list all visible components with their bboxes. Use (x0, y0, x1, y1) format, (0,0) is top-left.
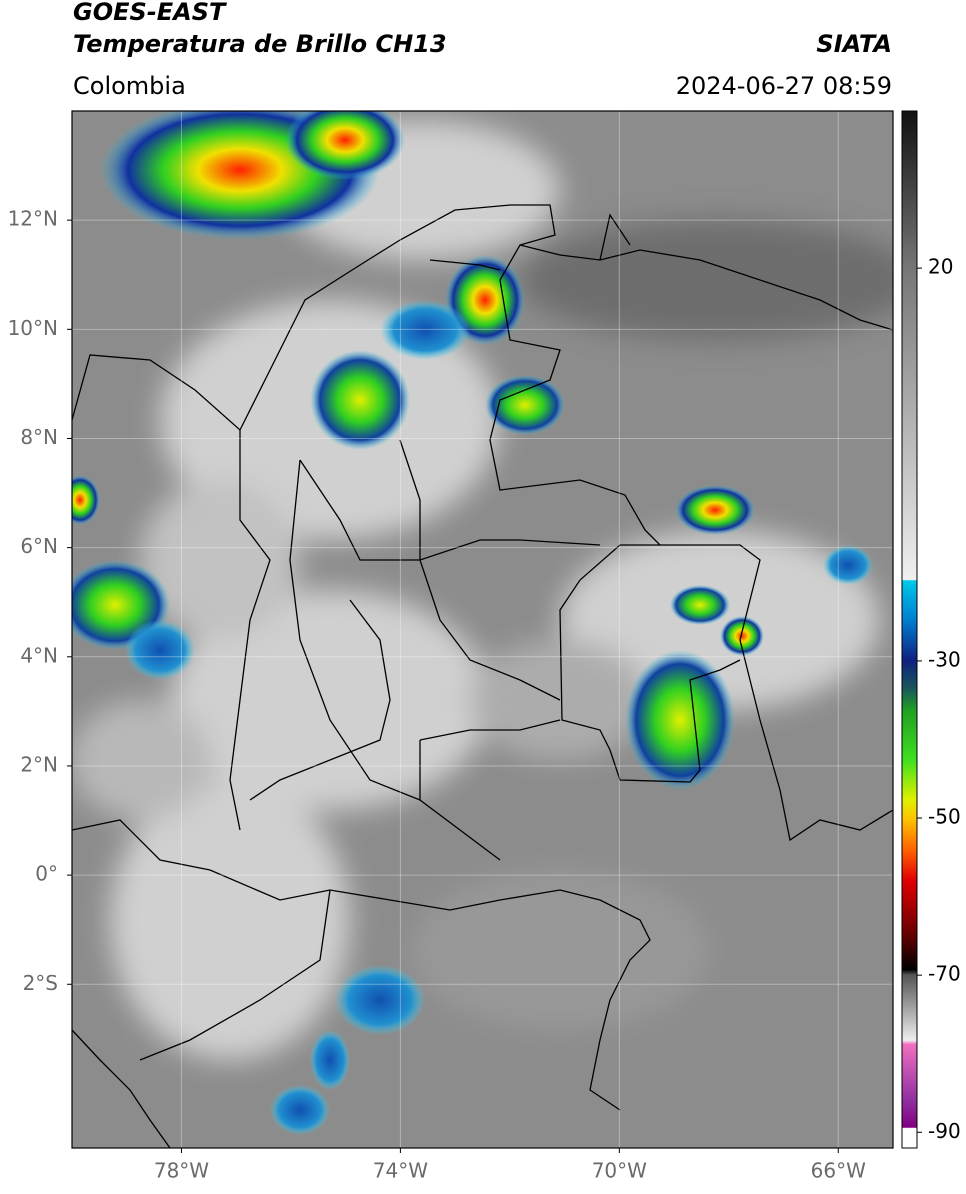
lat-tick-label: 4°N (20, 643, 58, 667)
subtitle: Temperatura de Brillo CH13 (73, 30, 447, 58)
lat-tick-label: 2°N (20, 752, 58, 776)
lat-tick-label: 8°N (20, 425, 58, 449)
map-frame (71, 110, 894, 1149)
lat-tick-label: 12°N (8, 207, 58, 231)
colorbar-tick-label: 20 (928, 255, 953, 279)
lat-tick-label: 0° (35, 862, 58, 886)
graticule (72, 111, 893, 1148)
colorbar-tick-label: -50 (928, 805, 961, 829)
region: Colombia (73, 72, 186, 100)
lon-tick-label: 66°W (811, 1159, 866, 1183)
lon-tick-label: 70°W (592, 1159, 647, 1183)
title: GOES-EAST (73, 0, 227, 26)
lon-tick-label: 78°W (154, 1159, 209, 1183)
source: SIATA (816, 30, 892, 58)
colorbar-tick-label: -30 (928, 647, 961, 671)
lat-tick-label: 10°N (8, 316, 58, 340)
colorbar-tick-label: -90 (928, 1119, 961, 1143)
lat-tick-label: 6°N (20, 534, 58, 558)
datetime: 2024-06-27 08:59 (676, 72, 892, 100)
lat-tick-label: 2°S (23, 971, 58, 995)
colorbar (901, 110, 918, 1149)
satellite-image (72, 111, 893, 1148)
colorbar-tick-label: -70 (928, 962, 961, 986)
lon-tick-label: 74°W (373, 1159, 428, 1183)
